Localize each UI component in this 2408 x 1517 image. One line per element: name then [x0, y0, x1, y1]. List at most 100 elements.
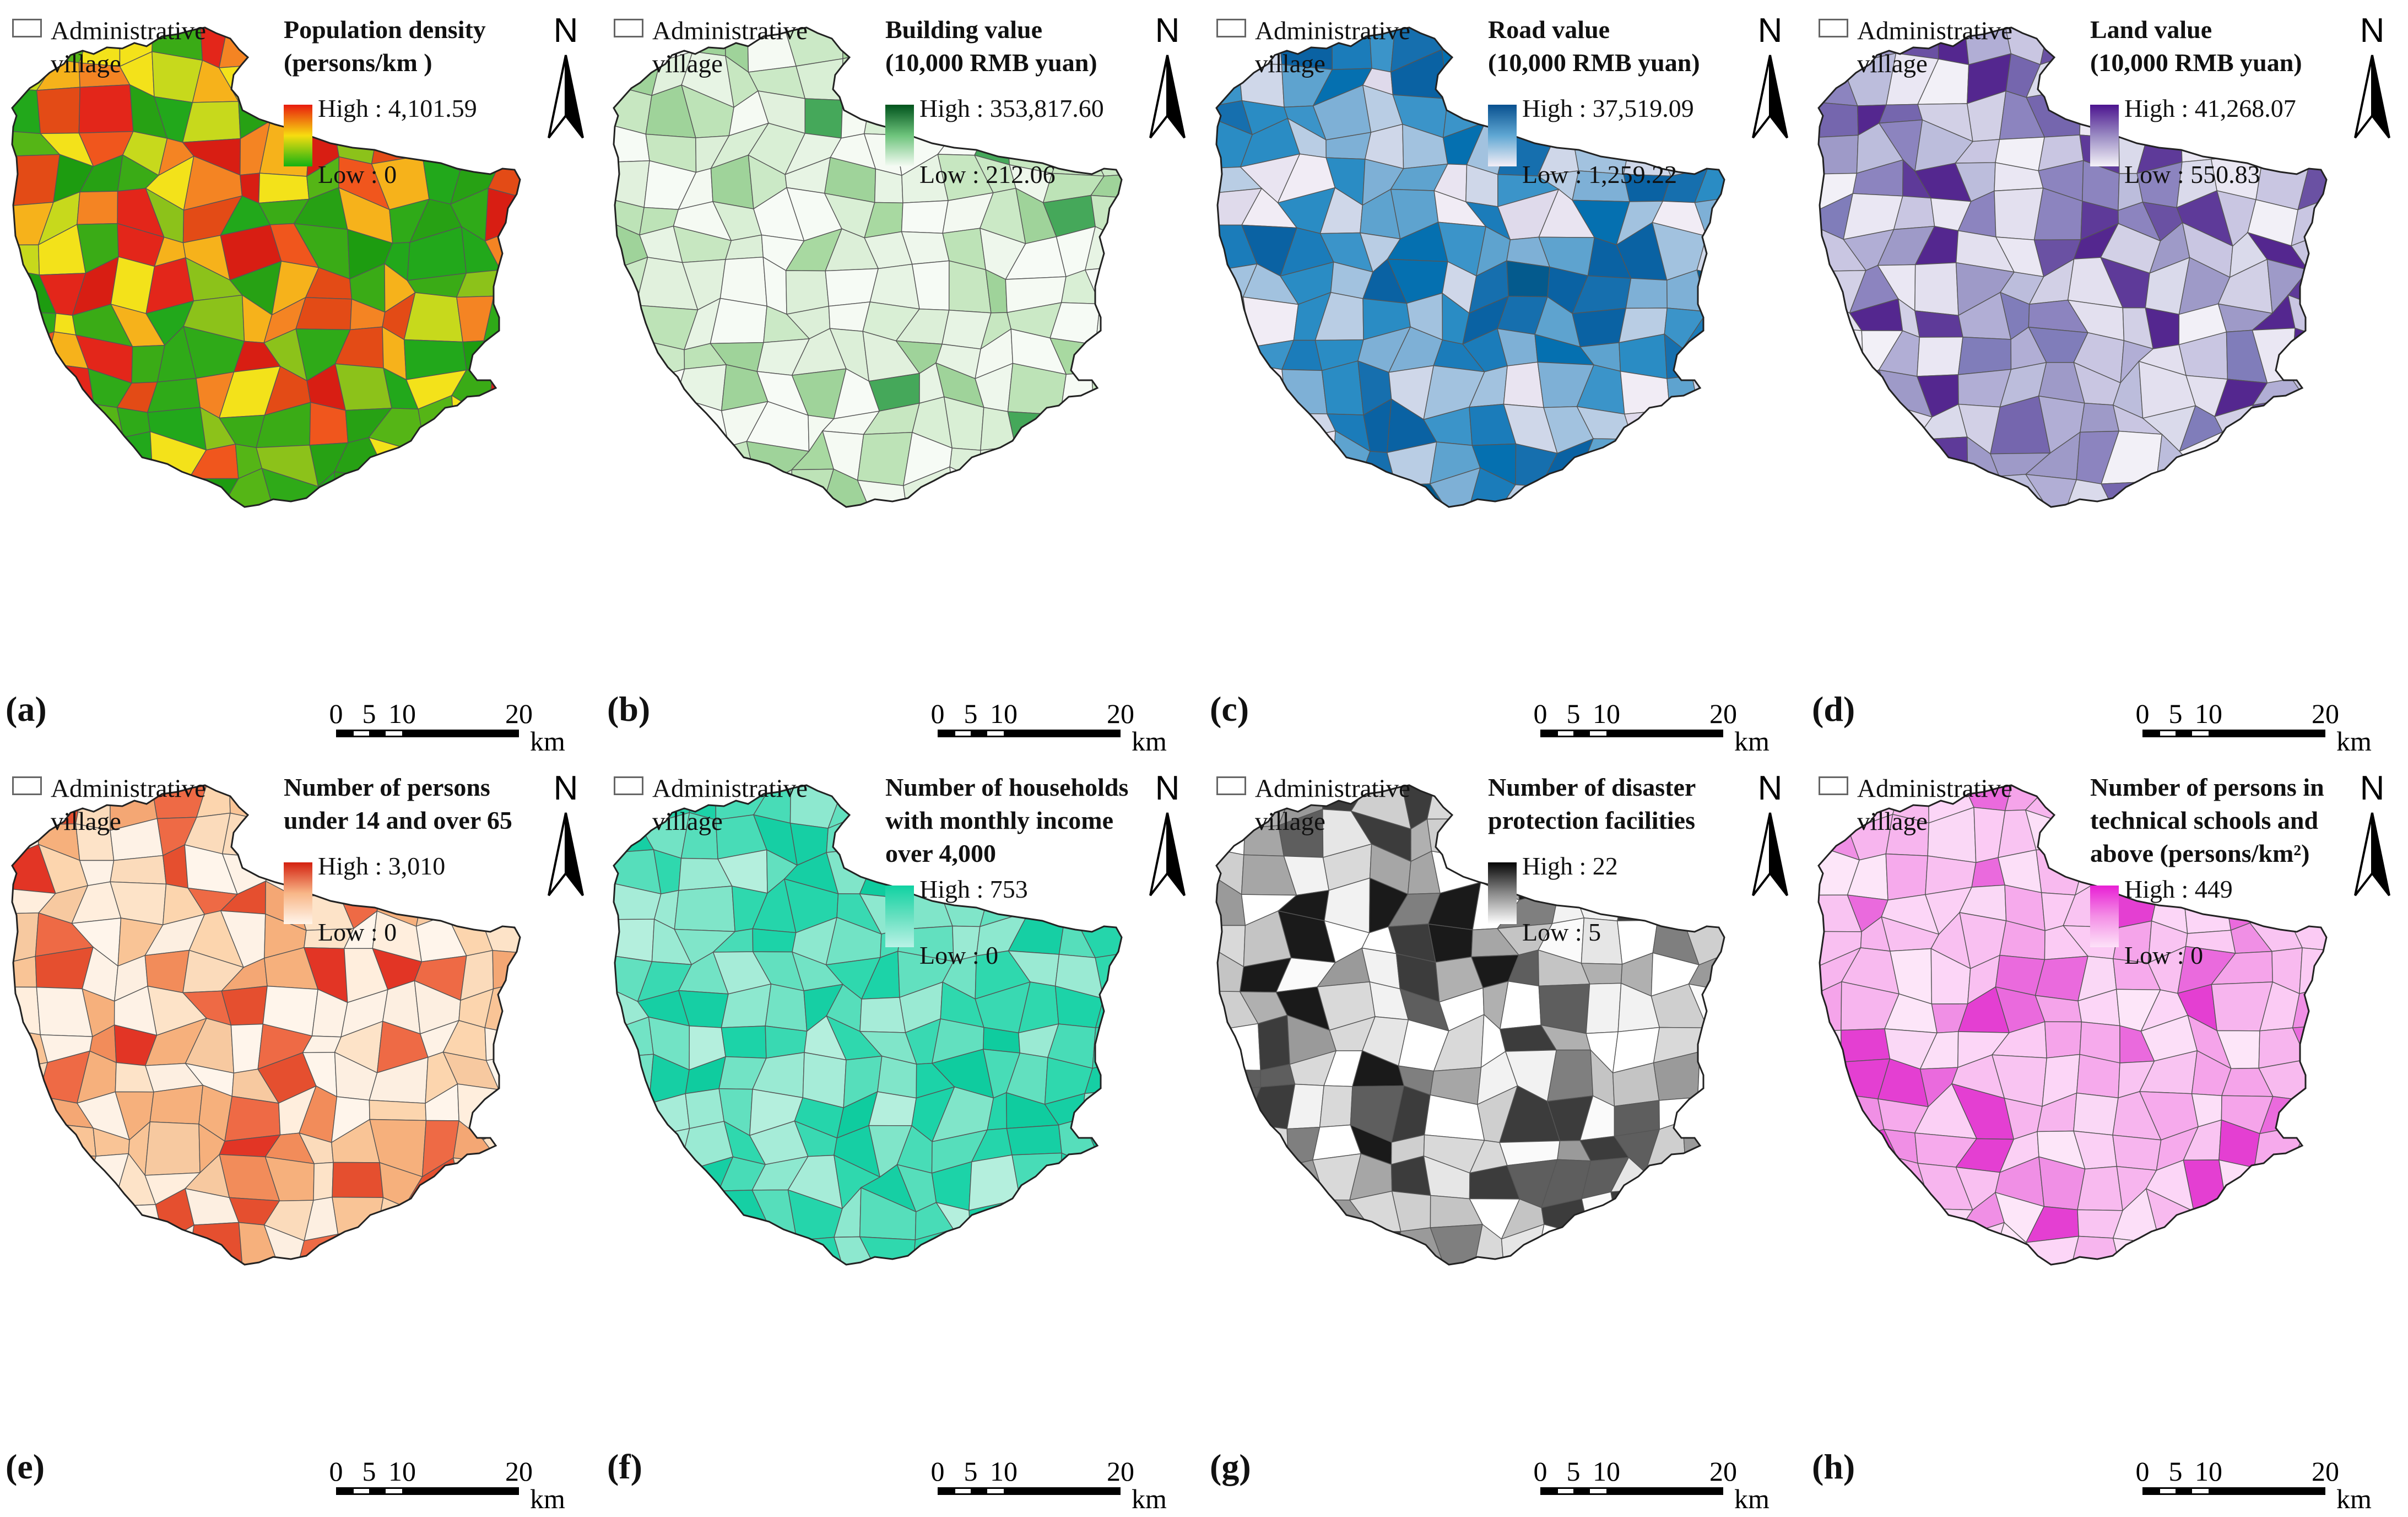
village-cell	[637, 368, 685, 410]
village-cell	[614, 1126, 658, 1178]
village-cell	[1616, 880, 1670, 921]
village-cell	[614, 1054, 654, 1106]
village-cell	[678, 1227, 736, 1265]
scale-bar: 0 5 10 20 km	[329, 1456, 566, 1514]
village-cell	[2210, 122, 2268, 160]
panel-label: (d)	[1812, 689, 1855, 728]
village-legend-line2: village	[1857, 50, 1928, 78]
village-cell	[1503, 361, 1544, 408]
village-cell	[149, 478, 193, 507]
panel-label: (e)	[6, 1447, 45, 1486]
village-cell	[482, 1120, 520, 1164]
village-cell	[12, 1192, 41, 1238]
scale-tick-20: 20	[2312, 1456, 2339, 1487]
north-arrow: N	[1752, 12, 1788, 139]
legend-title-line: Number of households	[885, 773, 1129, 801]
village-cell	[12, 331, 55, 366]
village-cell	[1844, 1157, 1898, 1203]
village-cell	[869, 263, 920, 310]
village-cell	[492, 950, 520, 990]
region-map	[11, 26, 521, 508]
village-cell	[2287, 118, 2326, 169]
village-cell	[2112, 1238, 2161, 1265]
village-cell	[2290, 1154, 2326, 1211]
village-cell	[12, 363, 55, 408]
scale-tick-10: 10	[1593, 698, 1620, 729]
village-legend: Administrative village	[1819, 14, 2012, 80]
village-cell	[482, 1089, 520, 1141]
scale-tick-5: 5	[362, 698, 376, 729]
legend-title-line: Land value	[2090, 15, 2212, 44]
village-legend-line1: Administrative	[652, 774, 808, 803]
village-cell	[1572, 307, 1627, 348]
village-cell	[941, 1228, 977, 1265]
village-cell	[1313, 471, 1363, 507]
village-cell	[2253, 1228, 2309, 1265]
village-cell	[1699, 1027, 1724, 1068]
village-cell	[334, 363, 392, 411]
scale-bar: 0 5 10 20 km	[1534, 698, 1770, 756]
village-legend-line1: Administrative	[652, 17, 808, 45]
village-legend-line1: Administrative	[51, 774, 206, 803]
village-cell	[421, 448, 457, 475]
village-cell	[765, 983, 808, 1032]
village-cell	[1624, 846, 1670, 885]
village-cell	[1084, 136, 1122, 177]
village-cell	[1916, 1237, 1977, 1265]
panel-label: (a)	[6, 689, 47, 728]
village-cell	[456, 121, 503, 171]
legend-high: High : 753	[919, 875, 1028, 903]
village-cell	[754, 469, 794, 507]
north-arrow: N	[2354, 12, 2390, 139]
village-cell	[1854, 1232, 1896, 1265]
village-cell	[488, 442, 520, 482]
village-cell	[2296, 396, 2326, 455]
village-cell	[1855, 435, 1902, 487]
scale-tick-0: 0	[931, 698, 945, 729]
village-cell	[488, 369, 520, 419]
village-cell	[456, 472, 489, 507]
color-ramp	[1488, 862, 1517, 924]
village-cell	[2296, 1228, 2326, 1265]
village-cell	[1216, 1153, 1261, 1211]
legend-title-line: Road value	[1488, 15, 1610, 44]
village-cell	[1289, 467, 1333, 507]
north-label: N	[1758, 769, 1783, 807]
village-cell	[877, 1055, 917, 1099]
village-cell	[218, 28, 274, 68]
village-cell	[1359, 471, 1397, 507]
village-cell	[377, 1197, 417, 1239]
legend-title: Number of persons under 14 and over 65	[284, 771, 570, 837]
village-cell	[1048, 479, 1104, 507]
village-cell	[1682, 1096, 1724, 1136]
village-cell	[1216, 467, 1263, 507]
village-cell	[1885, 853, 1928, 901]
village-cell	[1819, 1133, 1861, 1167]
village-cell	[1615, 465, 1670, 507]
region-map	[613, 26, 1123, 508]
village-cell	[483, 477, 520, 507]
village-cell	[1841, 1028, 1891, 1063]
legend-low: Low : 0	[318, 160, 397, 188]
village-cell	[1239, 1224, 1286, 1265]
village-cell	[1427, 923, 1473, 963]
village-cell	[1819, 1190, 1860, 1244]
scale-tick-20: 20	[505, 1456, 533, 1487]
legend-title-line: with monthly income	[885, 806, 1113, 834]
village-cell	[614, 473, 656, 507]
village-cell	[1698, 411, 1724, 442]
legend-high: High : 22	[1522, 852, 1618, 880]
village-cell	[447, 1224, 499, 1265]
village-legend: Administrative village	[614, 772, 808, 838]
color-ramp	[2090, 105, 2119, 166]
village-cell	[1660, 472, 1694, 507]
scale-bar: 0 5 10 20 km	[931, 1456, 1167, 1514]
north-label: N	[554, 12, 578, 50]
north-arrow: N	[548, 12, 584, 139]
village-cell	[651, 436, 697, 487]
scale-tick-20: 20	[1709, 1456, 1737, 1487]
village-cell	[1430, 1224, 1483, 1265]
village-cell	[1216, 1122, 1260, 1170]
scale-tick-5: 5	[362, 1456, 376, 1487]
village-cell	[1841, 474, 1902, 507]
